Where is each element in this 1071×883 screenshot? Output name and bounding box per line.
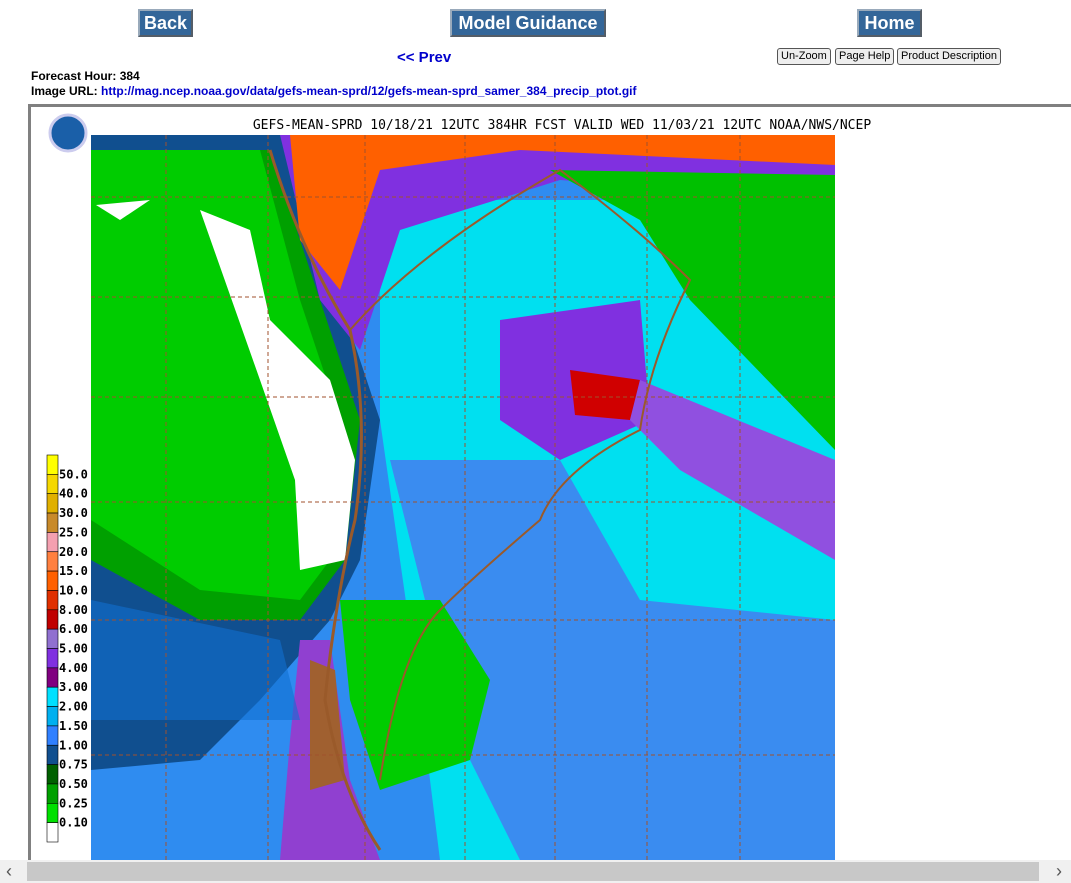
legend-swatch bbox=[46, 474, 59, 495]
image-url: Image URL: http://mag.ncep.noaa.gov/data… bbox=[31, 84, 637, 98]
legend-label: 6.00 bbox=[59, 622, 88, 636]
map-title: GEFS-MEAN-SPRD 10/18/21 12UTC 384HR FCST… bbox=[253, 118, 871, 133]
legend-swatch bbox=[46, 609, 59, 630]
legend-label: 3.00 bbox=[59, 680, 88, 694]
legend-swatch bbox=[46, 802, 59, 823]
legend-swatch bbox=[46, 783, 59, 804]
scroll-right[interactable]: › bbox=[1056, 861, 1062, 881]
legend-label: 1.50 bbox=[59, 719, 88, 733]
legend-swatch bbox=[46, 764, 59, 785]
legend-label: 10.0 bbox=[59, 583, 88, 597]
legend-swatch bbox=[46, 648, 59, 669]
legend-swatch bbox=[46, 744, 59, 765]
legend-label: 8.00 bbox=[59, 603, 88, 617]
forecast-hour: Forecast Hour: 384 bbox=[31, 69, 140, 83]
legend-label: 0.25 bbox=[59, 796, 88, 810]
legend-swatch bbox=[46, 590, 59, 611]
prev-link[interactable]: << Prev bbox=[397, 49, 452, 66]
home-button[interactable]: Home bbox=[857, 9, 922, 37]
legend-label: 20.0 bbox=[59, 545, 88, 559]
legend-label: 4.00 bbox=[59, 661, 88, 675]
scrollbar[interactable]: ‹ › bbox=[0, 860, 1071, 883]
legend-swatch bbox=[46, 570, 59, 591]
legend-swatch bbox=[46, 706, 59, 727]
scroll-thumb[interactable] bbox=[27, 862, 1039, 881]
unzoom-button[interactable]: Un-Zoom bbox=[777, 48, 831, 65]
legend-label: 2.00 bbox=[59, 700, 88, 714]
legend-label: 40.0 bbox=[59, 487, 88, 501]
legend-label: 15.0 bbox=[59, 564, 88, 578]
label: Forecast Hour: bbox=[31, 69, 117, 83]
legend-swatch bbox=[46, 822, 59, 843]
noaa-logo bbox=[48, 113, 88, 153]
legend-swatch bbox=[46, 493, 59, 514]
legend-swatch bbox=[46, 667, 59, 688]
scroll-left[interactable]: ‹ bbox=[6, 861, 12, 881]
legend-swatch bbox=[46, 725, 59, 746]
legend-swatch bbox=[46, 512, 59, 533]
label: Image URL: bbox=[31, 84, 98, 98]
legend-swatch bbox=[46, 628, 59, 649]
map-frame bbox=[28, 104, 1071, 860]
legend-swatch bbox=[46, 454, 59, 475]
legend-label: 30.0 bbox=[59, 506, 88, 520]
url-link[interactable]: http://mag.ncep.noaa.gov/data/gefs-mean-… bbox=[101, 84, 637, 98]
legend: 50.0 40.0 30.0 25.0 20.0 15.0 10.0 8.00 6.00 5.00… bbox=[46, 454, 88, 843]
legend-label: 0.50 bbox=[59, 777, 88, 791]
back-button[interactable]: Back bbox=[138, 9, 193, 37]
legend-label: 25.0 bbox=[59, 525, 88, 539]
legend-swatch bbox=[46, 551, 59, 572]
page-help-button[interactable]: Page Help bbox=[835, 48, 895, 65]
product-description-button[interactable]: Product Description bbox=[897, 48, 1001, 65]
legend-label: 1.00 bbox=[59, 738, 88, 752]
legend-label: 0.10 bbox=[59, 816, 88, 830]
model-guidance-button[interactable]: Model Guidance bbox=[450, 9, 606, 37]
legend-label: 50.0 bbox=[59, 467, 88, 481]
map-drawing: GEFS-MEAN-SPRD 10/18/21 12UTC 384HR FCST… bbox=[46, 113, 871, 860]
value: 384 bbox=[119, 69, 140, 83]
legend-swatch bbox=[46, 532, 59, 553]
legend-swatch bbox=[46, 686, 59, 707]
legend-label: 5.00 bbox=[59, 642, 88, 656]
precip-field bbox=[91, 135, 835, 860]
legend-label: 0.75 bbox=[59, 758, 88, 772]
